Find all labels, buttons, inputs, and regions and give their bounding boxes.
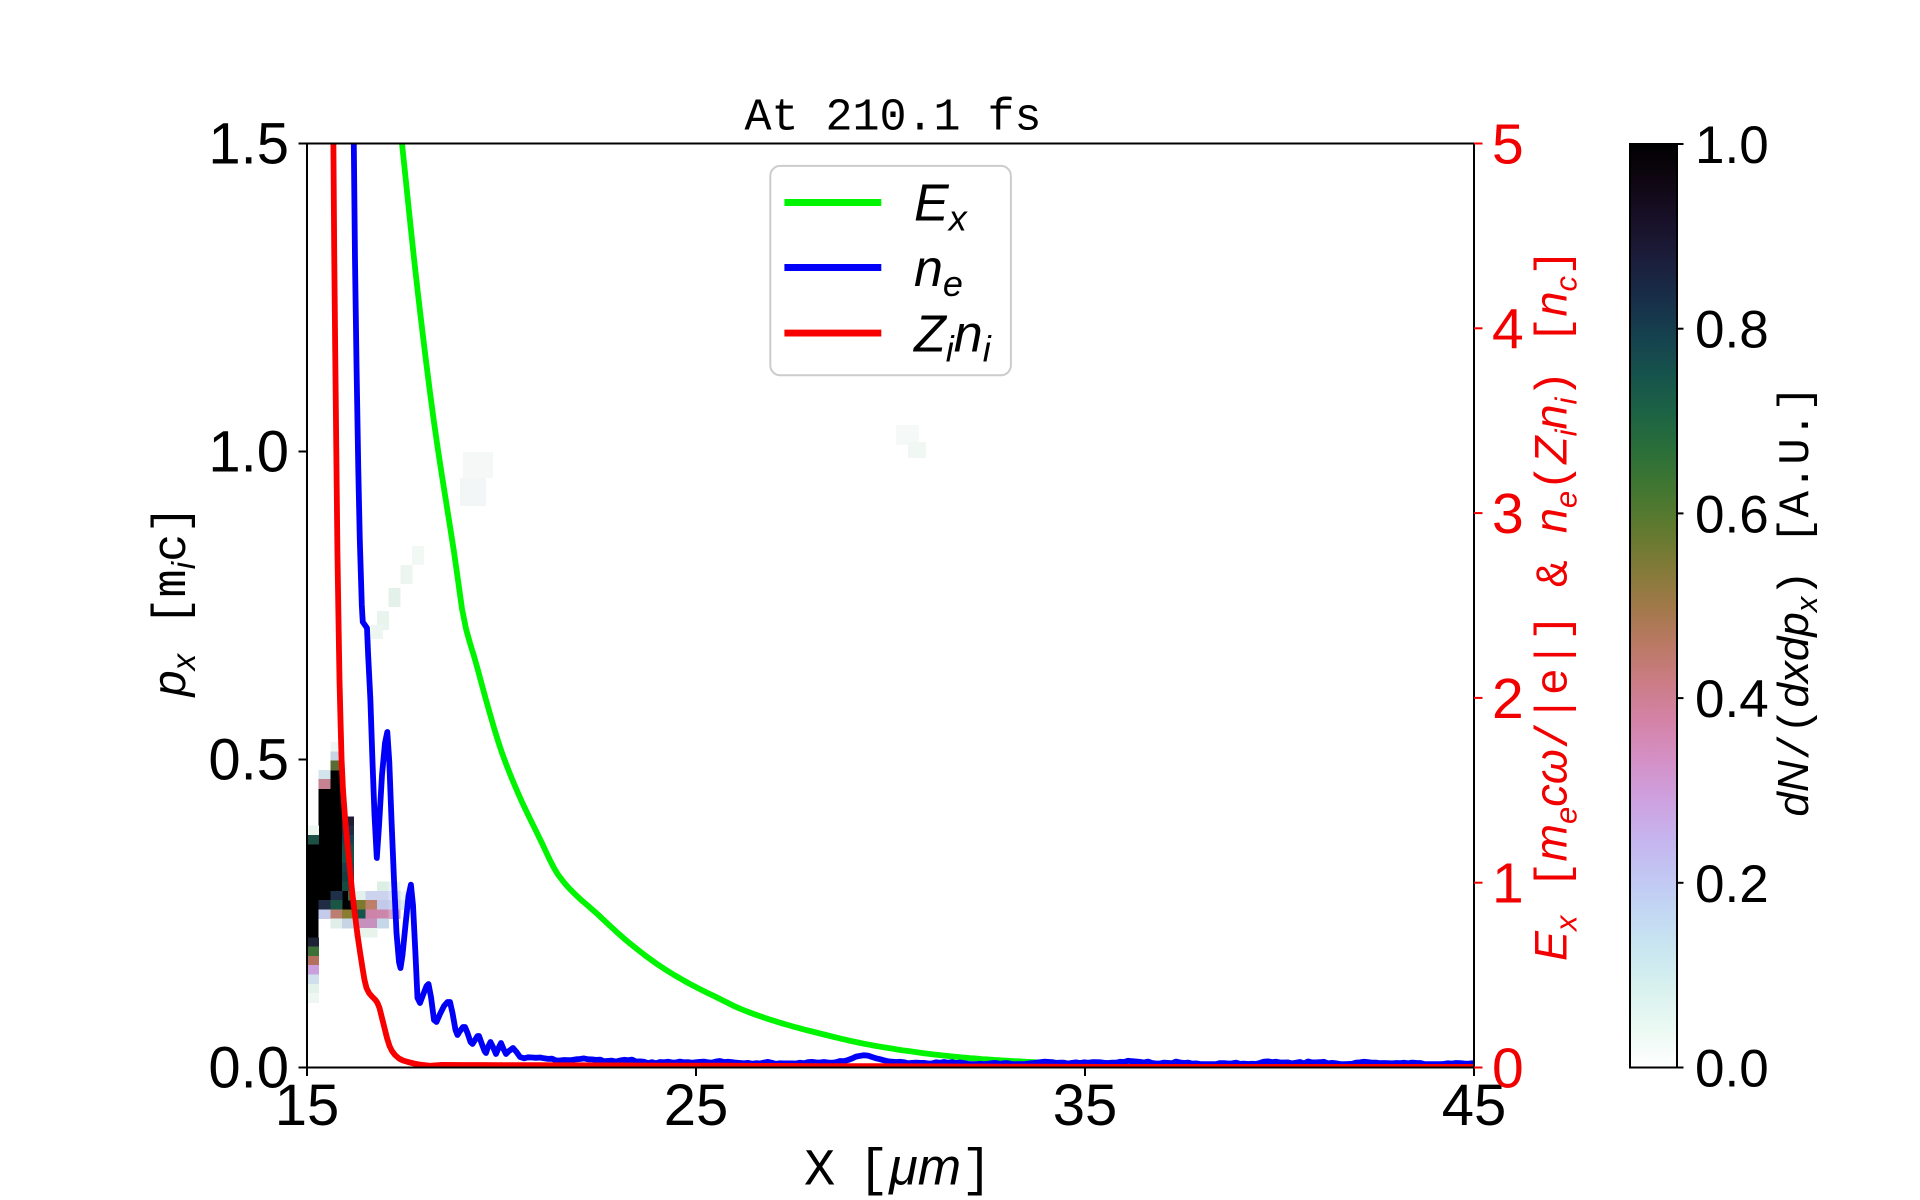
svg-text:4: 4 (1492, 297, 1524, 361)
svg-text:2: 2 (1492, 667, 1524, 731)
svg-text:1.0: 1.0 (1695, 116, 1769, 175)
svg-text:[μm: [μm (858, 1139, 961, 1200)
svg-text:0.2: 0.2 (1695, 855, 1769, 914)
svg-text:Ex: Ex (914, 175, 969, 239)
svg-text:0: 0 (1492, 1037, 1524, 1101)
svg-text:1.0: 1.0 (208, 420, 289, 485)
svg-text:45: 45 (1442, 1073, 1507, 1138)
svg-text:dN/(dxdpx) [A.U.]: dN/(dxdpx) [A.U.] (1769, 385, 1824, 816)
svg-text:ne: ne (914, 240, 963, 304)
svg-text:1: 1 (1492, 852, 1524, 916)
svg-text:5: 5 (1492, 113, 1524, 177)
svg-text:0.5: 0.5 (208, 728, 289, 793)
svg-text:Zini: Zini (912, 306, 992, 370)
svg-text:At 210.1 fs: At 210.1 fs (744, 93, 1041, 144)
svg-text:0.0: 0.0 (208, 1036, 289, 1101)
svg-text:35: 35 (1053, 1073, 1118, 1138)
svg-text:px [mic]: px [mic] (142, 505, 202, 698)
svg-text:3: 3 (1492, 482, 1524, 546)
svg-text:0.4: 0.4 (1695, 670, 1769, 729)
svg-text:X: X (804, 1142, 835, 1200)
svg-text:0.0: 0.0 (1695, 1040, 1769, 1099)
svg-text:25: 25 (664, 1073, 729, 1138)
svg-text:0.6: 0.6 (1695, 485, 1769, 544)
svg-text:1.5: 1.5 (208, 112, 289, 177)
svg-text:15: 15 (275, 1073, 340, 1138)
svg-text:]: ] (961, 1142, 992, 1200)
svg-text:0.8: 0.8 (1695, 301, 1769, 360)
svg-text:Ex [mecω/|e|] & ne(Zini) [nc]: Ex [mecω/|e|] & ne(Zini) [nc] (1526, 249, 1584, 961)
